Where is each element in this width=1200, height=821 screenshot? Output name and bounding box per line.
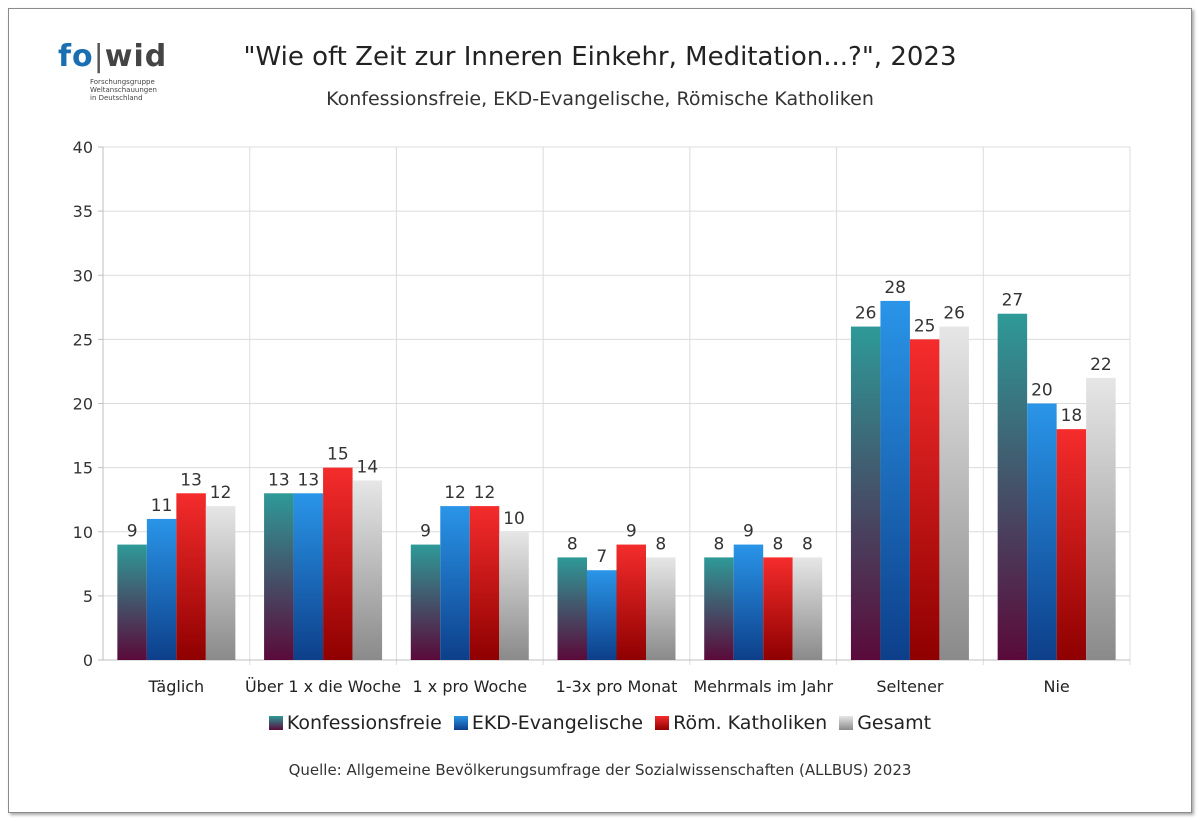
bar-value-label: 9 <box>420 522 431 542</box>
x-tick-label: Nie <box>1044 677 1070 696</box>
bar <box>880 300 910 660</box>
bar <box>997 313 1028 660</box>
bar-value-label: 12 <box>210 483 232 503</box>
bar-value-label: 18 <box>1061 406 1083 426</box>
bar-value-label: 13 <box>180 470 202 490</box>
bar <box>1027 403 1057 660</box>
legend-swatch <box>655 716 670 730</box>
bar <box>146 518 177 660</box>
bar <box>792 557 823 660</box>
x-tick-label: Mehrmals im Jahr <box>693 677 833 696</box>
bar <box>909 339 940 660</box>
x-tick-label: Seltener <box>876 677 944 696</box>
bar <box>587 570 617 660</box>
y-tick-label: 20 <box>73 395 93 414</box>
bar-value-label: 12 <box>444 483 466 503</box>
bar <box>557 557 587 660</box>
bar-value-label: 13 <box>298 470 320 490</box>
bar-value-label: 8 <box>773 534 784 554</box>
x-tick-label: 1-3x pro Monat <box>556 677 678 696</box>
y-tick-label: 15 <box>73 459 93 478</box>
bar-value-label: 8 <box>714 534 725 554</box>
legend-item: Konfessionsfreie <box>268 712 442 734</box>
x-tick-label: Täglich <box>148 677 205 696</box>
y-tick-label: 0 <box>83 651 93 670</box>
bar-value-label: 7 <box>596 547 607 567</box>
bar-value-label: 26 <box>943 304 965 324</box>
y-tick-label: 10 <box>73 523 93 542</box>
bar <box>733 544 764 660</box>
source-note: Quelle: Allgemeine Bevölkerungsumfrage d… <box>288 761 912 779</box>
bar-value-label: 28 <box>884 278 906 298</box>
bar-value-label: 11 <box>151 496 173 516</box>
bar <box>939 326 969 660</box>
bar <box>205 506 236 660</box>
bar-value-label: 20 <box>1031 381 1053 401</box>
bar <box>763 557 793 660</box>
bar-value-label: 22 <box>1090 355 1112 375</box>
bar-value-label: 9 <box>743 522 754 542</box>
y-tick-label: 35 <box>73 202 93 221</box>
bar <box>352 480 383 660</box>
y-tick-label: 25 <box>73 330 93 349</box>
bar-value-label: 13 <box>268 470 290 490</box>
bar <box>646 557 676 660</box>
bar <box>1056 429 1087 660</box>
bar-value-label: 8 <box>802 534 813 554</box>
x-tick-label: Über 1 x die Woche <box>245 677 401 696</box>
bar-value-label: 8 <box>567 534 578 554</box>
bar <box>1086 377 1116 660</box>
bar <box>117 544 147 660</box>
bar-value-label: 15 <box>327 445 349 465</box>
bar <box>704 557 734 660</box>
legend-label: Röm. Katholiken <box>673 712 828 734</box>
y-tick-label: 5 <box>83 587 93 606</box>
legend-label: Konfessionsfreie <box>286 712 442 734</box>
bar <box>469 506 500 660</box>
bar <box>440 506 470 660</box>
chart-title: "Wie oft Zeit zur Inneren Einkehr, Medit… <box>243 42 957 72</box>
bar-value-label: 12 <box>474 483 496 503</box>
fowid-logo: fo|wid Forschungsgruppe Weltanschauungen… <box>58 40 168 110</box>
legend-swatch <box>268 716 283 730</box>
legend-swatch <box>839 716 854 730</box>
bar-value-label: 9 <box>127 522 138 542</box>
legend-swatch <box>453 716 468 730</box>
bar-value-label: 26 <box>855 304 877 324</box>
x-tick-label: 1 x pro Woche <box>413 677 528 696</box>
bar <box>499 531 529 660</box>
bar <box>264 493 294 660</box>
bar-value-label: 9 <box>626 522 637 542</box>
legend-label: EKD-Evangelische <box>471 712 644 734</box>
bar-value-label: 10 <box>503 509 525 529</box>
bar-value-label: 14 <box>357 457 379 477</box>
bar <box>616 544 646 660</box>
y-tick-label: 40 <box>73 138 93 157</box>
legend-item: Gesamt <box>839 712 931 734</box>
y-tick-label: 30 <box>73 266 93 285</box>
legend-item: EKD-Evangelische <box>453 712 644 734</box>
bar-value-label: 25 <box>914 316 936 336</box>
chart-legend: Konfessionsfreie EKD-Evangelische Röm. Kat… <box>0 712 1200 734</box>
bar-value-label: 27 <box>1002 291 1024 311</box>
bar <box>293 493 324 660</box>
logo-subtitle: Forschungsgruppe Weltanschauungen in Deu… <box>90 78 157 102</box>
legend-item: Röm. Katholiken <box>655 712 827 734</box>
bar <box>850 326 881 660</box>
legend-label: Gesamt <box>857 712 932 734</box>
chart-frame <box>8 8 1192 813</box>
bar <box>323 467 353 660</box>
bar <box>410 544 441 660</box>
chart-subtitle: Konfessionsfreie, EKD-Evangelische, Römi… <box>326 88 874 110</box>
bar-value-label: 8 <box>655 534 666 554</box>
bar <box>176 493 206 660</box>
logo-wordmark: fo|wid <box>58 39 168 74</box>
